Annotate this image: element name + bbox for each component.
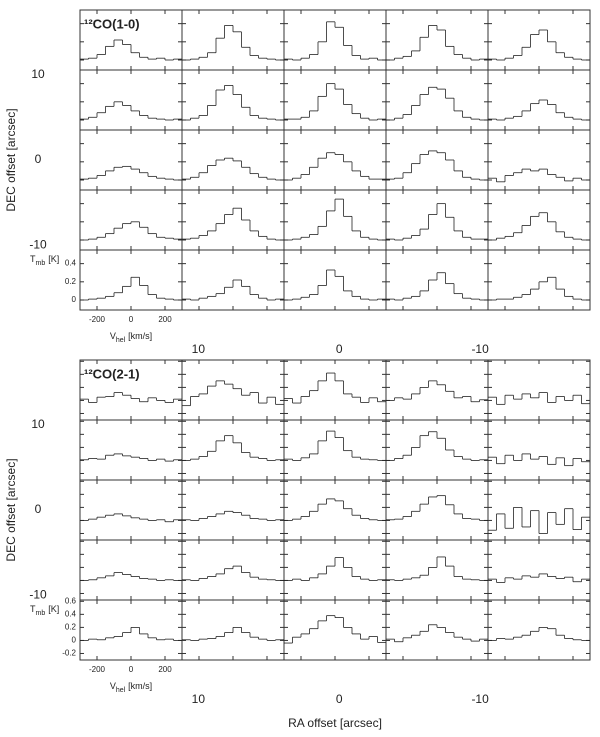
unit-symbol: V: [110, 331, 116, 341]
ra-tick-label: 10: [192, 342, 206, 356]
ra-tick-label: -10: [471, 692, 489, 706]
unit-symbol: T: [30, 604, 36, 614]
y-tick-label: 0.2: [65, 277, 77, 286]
axis-unit-label: Tmb [K]: [30, 604, 59, 616]
x-axis-label: RA offset [arcsec]: [288, 716, 382, 730]
ra-tick-label: 10: [192, 692, 206, 706]
y-tick-label: 0.6: [65, 596, 77, 605]
unit-subscript: hel: [116, 687, 126, 694]
dec-tick-label: -10: [29, 587, 47, 601]
y-axis-label: DEC offset [arcsec]: [4, 458, 18, 561]
y-tick-label: 0.4: [65, 259, 77, 268]
unit-text: [K]: [48, 254, 59, 264]
y-tick-label: 0.2: [65, 623, 77, 632]
unit-symbol: T: [30, 254, 36, 264]
line-label: ¹²CO(1-0): [84, 16, 140, 31]
unit-subscript: mb: [36, 610, 46, 617]
grid-frame: [79, 9, 591, 311]
axis-unit-label: Tmb [K]: [30, 254, 59, 266]
x-tick-label: 0: [129, 665, 134, 674]
axis-unit-label: Vhel [km/s]: [110, 681, 152, 693]
ra-tick-label: 0: [336, 342, 343, 356]
ra-tick-label: -10: [471, 342, 489, 356]
dec-tick-label: 0: [35, 502, 42, 516]
x-tick-label: 200: [158, 665, 172, 674]
y-tick-label: 0: [72, 636, 77, 645]
dec-tick-label: 10: [31, 417, 45, 431]
unit-text: [km/s]: [128, 681, 152, 691]
unit-text: [km/s]: [128, 331, 152, 341]
y-tick-label: 0.4: [65, 609, 77, 618]
y-tick-label: 0: [72, 295, 77, 304]
axis-unit-label: Vhel [km/s]: [110, 331, 152, 343]
line-label: ¹²CO(2-1): [84, 366, 140, 381]
dec-tick-label: 10: [31, 67, 45, 81]
x-tick-label: 200: [158, 315, 172, 324]
x-tick-label: 0: [129, 315, 134, 324]
unit-subscript: mb: [36, 260, 46, 267]
dec-tick-label: -10: [29, 237, 47, 251]
ra-tick-label: 0: [336, 692, 343, 706]
x-tick-label: -200: [89, 315, 106, 324]
x-tick-label: -200: [89, 665, 106, 674]
unit-symbol: V: [110, 681, 116, 691]
y-axis-label: DEC offset [arcsec]: [4, 108, 18, 211]
dec-tick-label: 0: [35, 152, 42, 166]
y-tick-label: -0.2: [62, 649, 76, 658]
unit-subscript: hel: [116, 337, 126, 344]
unit-text: [K]: [48, 604, 59, 614]
